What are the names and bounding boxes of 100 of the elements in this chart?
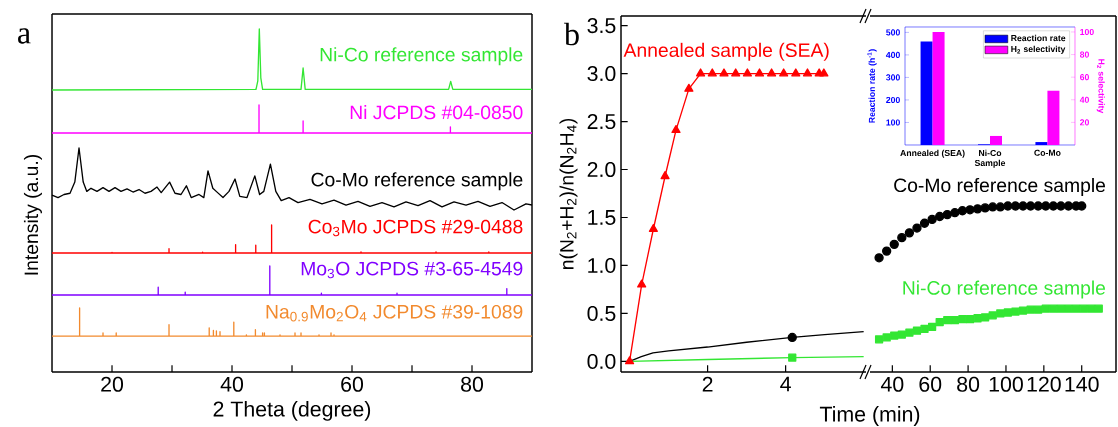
point — [1049, 304, 1058, 313]
text: a — [18, 28, 31, 44]
point — [1018, 306, 1028, 315]
point — [996, 309, 1005, 318]
text: b — [564, 22, 579, 46]
y2-axis-title: H$_{2}$ selectivity — [1096, 59, 1105, 114]
series-label: Annealed sample (SEA) — [623, 42, 829, 61]
point — [965, 205, 975, 215]
point — [1026, 305, 1035, 314]
point — [912, 223, 922, 233]
series-label: Na$_{0.9}$Mo$_{2}$O$_{4}$ JCPDS #39-1089 — [266, 304, 523, 322]
point — [1010, 201, 1021, 211]
point — [919, 218, 930, 228]
point — [897, 330, 906, 339]
y-tick-label: 400 — [885, 51, 900, 58]
x-tick-label: Co-Mo — [1034, 149, 1061, 156]
point — [935, 211, 945, 222]
x-tick-label: Annealed (SEA) — [900, 149, 965, 158]
point — [788, 353, 797, 362]
point — [637, 279, 647, 288]
x-axis-title: 2 Theta (degree) — [213, 400, 371, 421]
x-tick-label: 4 — [780, 376, 791, 392]
y2-tick-label: 80 — [1079, 51, 1089, 58]
y-axis-title: Reaction rate (h$^{-1}$) — [867, 49, 877, 123]
y-tick-label: 3.5 — [587, 18, 616, 34]
point — [754, 68, 765, 77]
x-tick-label: 2 — [702, 376, 713, 392]
y-tick-label: 1.5 — [588, 210, 616, 225]
point — [1011, 307, 1020, 316]
point — [695, 68, 706, 77]
y-tick-label: 2.5 — [587, 113, 616, 130]
point — [927, 322, 937, 332]
point — [1025, 201, 1036, 211]
point — [1079, 304, 1088, 313]
series-label: Ni JCPDS #04-0850 — [350, 105, 523, 120]
point — [648, 223, 658, 232]
y-tick-label: 300 — [886, 74, 900, 81]
x-tick-label: 120 — [1027, 376, 1061, 392]
point — [882, 333, 891, 342]
point — [1041, 201, 1051, 211]
y-tick-label: 0.5 — [587, 305, 616, 321]
point — [1094, 304, 1103, 313]
text: n(N$_{2}$+H$_{2}$)/n(N$_{2}$H$_{4}$) — [559, 118, 578, 269]
y-tick-label: 3.0 — [587, 66, 616, 82]
point — [981, 313, 990, 322]
point — [766, 68, 777, 77]
legend-label: H$_{2}$ selectivity — [1011, 45, 1066, 54]
point — [890, 331, 899, 340]
point — [1003, 201, 1013, 211]
point — [1064, 304, 1073, 313]
series-label: Co-Mo reference sample — [894, 177, 1106, 196]
point — [874, 335, 884, 344]
point — [819, 68, 829, 77]
point — [1056, 201, 1066, 211]
point — [1003, 308, 1012, 317]
point — [802, 68, 813, 77]
point — [1018, 201, 1028, 211]
point — [942, 209, 952, 220]
point — [684, 83, 694, 92]
y2-tick-label: 60 — [1080, 74, 1089, 81]
point — [787, 332, 797, 343]
y-tick-label: 100 — [886, 119, 900, 126]
point — [874, 253, 884, 263]
point — [988, 311, 997, 320]
y-tick-label: 500 — [886, 29, 900, 36]
x-tick-label: 80 — [957, 376, 980, 392]
series-label: Ni-Co reference sample — [320, 47, 523, 66]
point — [1087, 304, 1096, 313]
y-tick-label: 2.0 — [587, 161, 616, 178]
point — [731, 68, 741, 77]
x-tick-label: 60 — [919, 376, 942, 392]
point — [707, 68, 717, 77]
point — [660, 171, 670, 180]
point — [950, 208, 960, 218]
point — [957, 206, 968, 216]
point — [742, 68, 752, 77]
x-tick-label: Ni-Co Sample — [974, 149, 1006, 168]
point — [943, 316, 952, 325]
point — [791, 68, 801, 77]
x-tick-label: 20 — [101, 376, 124, 392]
point — [624, 356, 635, 365]
point — [779, 68, 789, 77]
y2-tick-label: 20 — [1080, 119, 1089, 126]
x-axis-title: Time (min) — [819, 406, 920, 426]
y2-tick-label: 40 — [1079, 96, 1089, 103]
bar — [1047, 90, 1060, 145]
point — [719, 68, 729, 77]
series-label: Mo$_{3}$O JCPDS #3-65-4549 — [301, 261, 523, 279]
point — [973, 314, 982, 323]
point — [1077, 201, 1087, 211]
point — [671, 124, 681, 134]
y2-tick-label: 100 — [1080, 28, 1094, 36]
legend-label: Reaction rate — [1011, 34, 1066, 42]
bar — [990, 135, 1002, 145]
series-label: Co-Mo reference sample — [311, 172, 523, 191]
point — [897, 232, 907, 243]
x-tick-label: 80 — [461, 376, 484, 392]
point — [904, 228, 915, 238]
y-tick-label: 1.0 — [588, 257, 616, 274]
point — [905, 328, 914, 337]
